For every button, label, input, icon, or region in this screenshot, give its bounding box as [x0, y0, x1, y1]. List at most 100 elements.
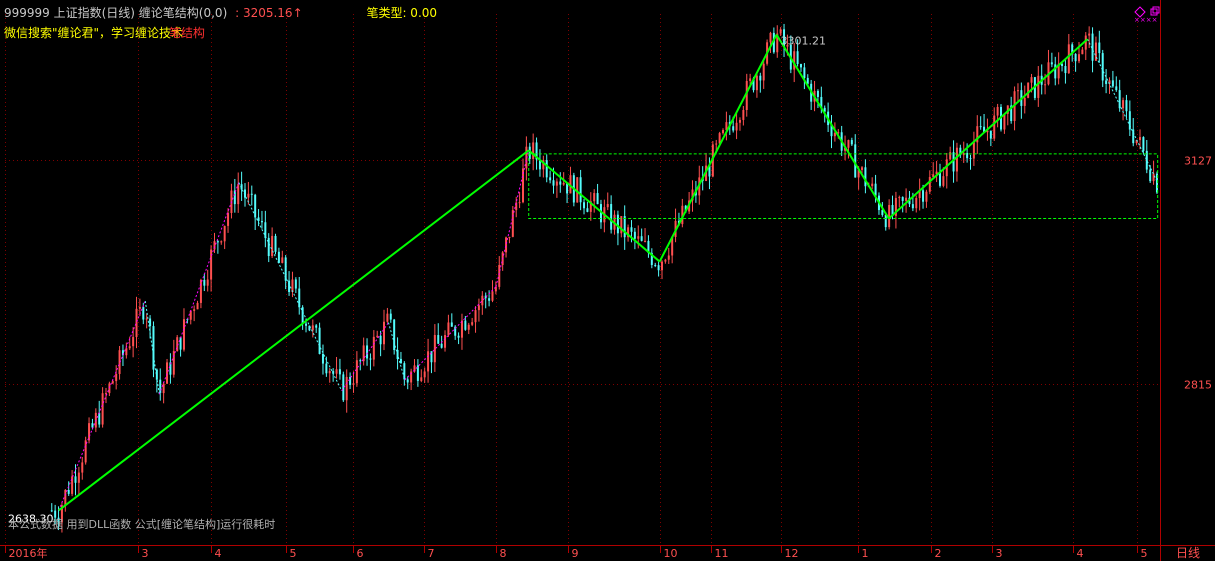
candle-body: [393, 319, 396, 351]
candle-body: [91, 423, 94, 428]
candle-body: [213, 241, 216, 250]
candle-body: [647, 240, 650, 253]
low-label: 2638.30: [8, 512, 54, 525]
candle-body: [355, 360, 358, 384]
restore-window-icon[interactable]: [1150, 6, 1160, 16]
promo-text: 微信搜索"缠论君"，学习缠论技术: [4, 26, 184, 40]
candle-body: [542, 160, 545, 170]
candle-body: [186, 319, 189, 321]
candle-body: [203, 279, 206, 286]
candle-body: [759, 75, 762, 81]
candle-body: [179, 337, 182, 350]
candle-body: [1155, 173, 1158, 193]
candle-body: [471, 322, 474, 325]
candle-body: [833, 132, 836, 137]
candle-body: [1101, 53, 1104, 81]
candle-body: [820, 96, 823, 108]
candle-body: [850, 140, 853, 145]
candle-body: [1003, 113, 1006, 130]
candle-body: [413, 365, 416, 372]
candle-body: [325, 363, 328, 374]
candle-body: [105, 393, 108, 395]
candle-body: [298, 288, 301, 308]
candle-body: [786, 44, 789, 47]
candle-body: [57, 517, 60, 523]
bi-stroke: [888, 38, 1089, 220]
x-tick-label: 7: [428, 547, 435, 560]
candle-body: [410, 371, 413, 383]
x-tick-label: 8: [500, 547, 507, 560]
candle-body: [1149, 169, 1152, 182]
candle-body: [525, 146, 528, 169]
candle-body: [81, 462, 84, 473]
candle-body: [308, 325, 311, 331]
candle-body: [911, 204, 914, 209]
candle-body: [1071, 44, 1074, 54]
candle-body: [928, 176, 931, 192]
candle-body: [1142, 137, 1145, 151]
candle-body: [1074, 53, 1077, 62]
minor-stroke: [238, 182, 343, 391]
x-tick-label: 2016年: [9, 546, 48, 560]
candle-body: [220, 241, 223, 243]
diamond-icon[interactable]: [1134, 6, 1146, 18]
candle-body: [111, 381, 114, 384]
x-tick-label: 5: [290, 547, 297, 560]
candle-body: [864, 167, 867, 187]
candle-body: [460, 320, 463, 338]
candle-body: [633, 231, 636, 239]
candle-body: [518, 202, 521, 204]
candle-body: [379, 335, 382, 345]
candle-body: [996, 106, 999, 116]
candle-body: [949, 152, 952, 160]
candle-body: [935, 171, 938, 175]
x-tick-label: 10: [664, 547, 678, 560]
candle-body: [264, 222, 267, 238]
bi-strokes-group: [58, 34, 1089, 512]
candle-body: [135, 308, 138, 338]
candle-body: [233, 190, 236, 205]
candle-body: [440, 343, 443, 348]
candle-body: [1098, 42, 1101, 54]
candle-body: [521, 168, 524, 203]
minor-stroke: [58, 300, 146, 511]
header-line: 999999 上证指数(日线) 缠论笔结构(0,0) : 3205.16↑ 笔类…: [4, 4, 437, 21]
candle-body: [328, 371, 331, 374]
candle-body: [630, 227, 633, 232]
candle-body: [162, 383, 165, 394]
candle-body: [718, 133, 721, 144]
x-tick-label: 2: [935, 547, 942, 560]
candle-body: [667, 255, 670, 260]
candle-body: [138, 306, 141, 309]
grid-lines: [5, 14, 1160, 545]
x-tick-label: 4: [215, 547, 222, 560]
candle-body: [247, 193, 250, 198]
candle-body: [216, 241, 219, 243]
x-tick-label: 6: [357, 547, 364, 560]
candle-body: [244, 189, 247, 198]
candle-body: [430, 351, 433, 363]
x-tick-label: 5: [1141, 547, 1148, 560]
candle-body: [559, 181, 562, 185]
candle-body: [284, 257, 287, 281]
candle-body: [901, 197, 904, 201]
candle-body: [227, 213, 230, 226]
candle-body: [240, 184, 243, 190]
candle-body: [1084, 35, 1087, 50]
promo-line: 微信搜索"缠论君"，学习缠论技术 笔结构: [4, 24, 205, 41]
candle-body: [128, 346, 131, 349]
candle-body: [433, 335, 436, 363]
symbol-title: 999999 上证指数(日线) 缠论笔结构(0,0): [4, 6, 228, 20]
candle-body: [830, 125, 833, 137]
candle-body: [301, 307, 304, 324]
minor-stroke: [404, 286, 497, 381]
candle-body: [369, 358, 372, 360]
candle-body: [294, 279, 297, 289]
candle-body: [783, 29, 786, 47]
candle-body: [671, 236, 674, 256]
candle-body: [871, 183, 874, 187]
candle-body: [854, 144, 857, 178]
candle-body: [932, 174, 935, 177]
bi-stroke: [658, 34, 778, 263]
